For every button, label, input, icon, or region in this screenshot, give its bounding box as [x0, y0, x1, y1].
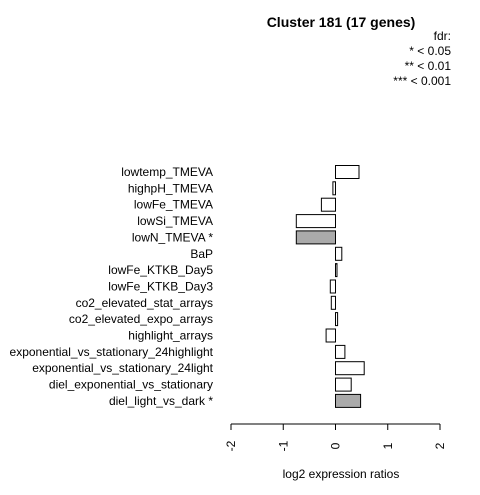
bar	[332, 181, 336, 196]
x-tick-label: 2	[433, 442, 447, 449]
category-label: highlight_arrays	[128, 329, 213, 343]
category-label: lowFe_KTKB_Day5	[108, 263, 213, 277]
category-label: diel_light_vs_dark *	[109, 394, 213, 408]
x-axis: -2 -1 0 1 2	[224, 423, 447, 451]
category-labels: lowtemp_TMEVA highpH_TMEVA lowFe_TMEVA lowS…	[10, 165, 214, 408]
bar	[295, 230, 336, 245]
bar	[335, 246, 343, 261]
bar	[335, 263, 338, 278]
category-label: lowFe_KTKB_Day3	[108, 280, 213, 294]
category-label: exponential_vs_stationary_24highlight	[10, 345, 214, 359]
bar	[329, 279, 336, 294]
bar	[335, 165, 360, 179]
x-tick-label: 1	[381, 442, 395, 449]
category-label: BaP	[190, 247, 213, 261]
bar	[295, 214, 336, 229]
chart-title: Cluster 181 (17 genes)	[267, 14, 416, 30]
category-label: diel_exponential_vs_stationary	[49, 378, 213, 392]
bars	[295, 165, 365, 408]
category-label: lowtemp_TMEVA	[121, 165, 213, 179]
legend: fdr: * < 0.05 ** < 0.01 *** < 0.001	[393, 29, 451, 88]
bar	[335, 377, 352, 392]
bar	[335, 393, 362, 408]
category-label: highpH_TMEVA	[128, 181, 213, 195]
legend-title: fdr:	[434, 29, 451, 43]
legend-entry: *** < 0.001	[393, 74, 451, 88]
x-tick-label: -1	[276, 440, 290, 451]
legend-entry: * < 0.05	[409, 44, 451, 58]
bar	[335, 361, 365, 376]
x-axis-label: log2 expression ratios	[283, 467, 400, 481]
bar	[330, 295, 336, 310]
x-tick-label: 0	[329, 442, 343, 449]
legend-entry: ** < 0.01	[405, 59, 452, 73]
bar	[335, 312, 339, 327]
bar	[335, 344, 346, 359]
category-label: co2_elevated_stat_arrays	[76, 296, 213, 310]
x-tick-label: -2	[224, 440, 238, 451]
category-label: co2_elevated_expo_arrays	[69, 312, 213, 326]
bar	[325, 328, 337, 343]
category-label: lowSi_TMEVA	[137, 214, 213, 228]
category-label: exponential_vs_stationary_24light	[32, 361, 213, 375]
category-label: lowN_TMEVA *	[132, 230, 213, 244]
category-label: lowFe_TMEVA	[134, 198, 213, 212]
bar	[320, 197, 336, 212]
